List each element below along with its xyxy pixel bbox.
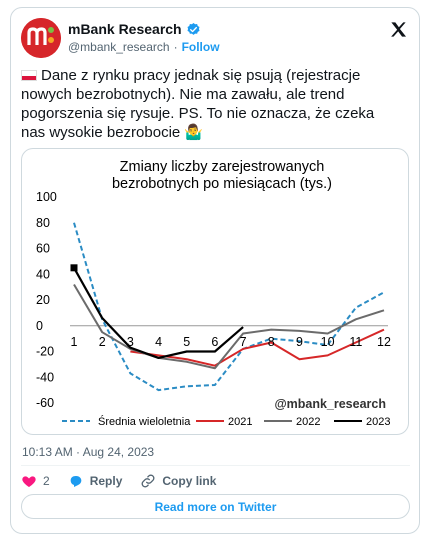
tweet-body: Dane z rynku pracy jednak się psują (rej… [21,67,375,141]
line-chart: Zmiany liczby zarejestrowanych bezrobotn… [36,159,391,428]
copy-link-button[interactable]: Copy link [140,473,216,489]
legend-label: Średnia wieloletnia [98,415,191,428]
divider [21,465,410,466]
y-tick-label: -20 [36,345,54,359]
y-tick-label: 20 [36,293,50,307]
author-name-row[interactable]: mBank Research [68,21,201,37]
read-more-button[interactable]: Read more on Twitter [21,494,410,519]
poland-flag-icon [21,70,37,81]
series-line-1 [130,328,385,367]
like-count: 2 [43,474,50,488]
x-logo-icon[interactable] [389,20,408,39]
reply-icon [70,476,82,487]
series-start-marker [70,264,78,272]
series-line-3 [73,267,244,360]
follow-button[interactable]: Follow [181,40,220,54]
x-tick-label: 1 [71,335,78,349]
x-tick-label: 7 [240,335,247,349]
mbank-logo-icon [21,18,61,58]
copy-link-label: Copy link [162,474,217,488]
y-tick-label: -60 [36,396,54,410]
x-tick-label: 4 [155,335,162,349]
legend-label: 2023 [366,416,390,428]
series-line-0 [73,222,385,392]
separator-dot: · [173,40,178,54]
legend-label: 2022 [296,416,320,428]
x-tick-label: 12 [377,335,391,349]
legend-label: 2021 [228,416,252,428]
x-tick-label: 8 [268,335,275,349]
x-tick-label: 10 [321,335,335,349]
tweet-timestamp[interactable]: 10:13 AM · Aug 24, 2023 [22,445,155,459]
author-handle[interactable]: @mbank_research [68,40,170,54]
chart-image[interactable]: Zmiany liczby zarejestrowanych bezrobotn… [21,148,409,435]
y-tick-label: 40 [36,267,50,281]
heart-icon [22,476,36,487]
verified-badge-icon [187,22,200,35]
x-tick-label: 2 [99,335,106,349]
chart-watermark: @mbank_research [274,397,386,411]
like-button[interactable]: 2 [21,473,50,489]
y-tick-label: 0 [36,319,43,333]
action-bar: 2 Reply Copy link [21,471,234,491]
y-tick-label: 60 [36,242,50,256]
link-icon [141,474,155,488]
x-tick-label: 9 [296,335,303,349]
x-tick-label: 11 [349,335,362,349]
y-tick-label: 80 [36,216,50,230]
author-handle-row: @mbank_research · Follow [68,40,220,54]
author-name[interactable]: mBank Research [68,21,182,37]
x-tick-label: 5 [183,335,190,349]
y-tick-label: 100 [36,190,57,204]
reply-button[interactable]: Reply [68,473,123,489]
y-tick-label: -40 [36,370,54,384]
chart-title-line1: Zmiany liczby zarejestrowanych [120,159,325,175]
chart-title-line2: bezrobotnych po miesiącach (tys.) [112,176,332,192]
avatar[interactable] [21,18,61,58]
tweet-text: Dane z rynku pracy jednak się psują (rej… [21,66,401,142]
x-tick-label: 6 [211,335,218,349]
reply-label: Reply [89,474,123,488]
x-tick-label: 3 [127,335,134,349]
series-line-2 [73,284,385,370]
